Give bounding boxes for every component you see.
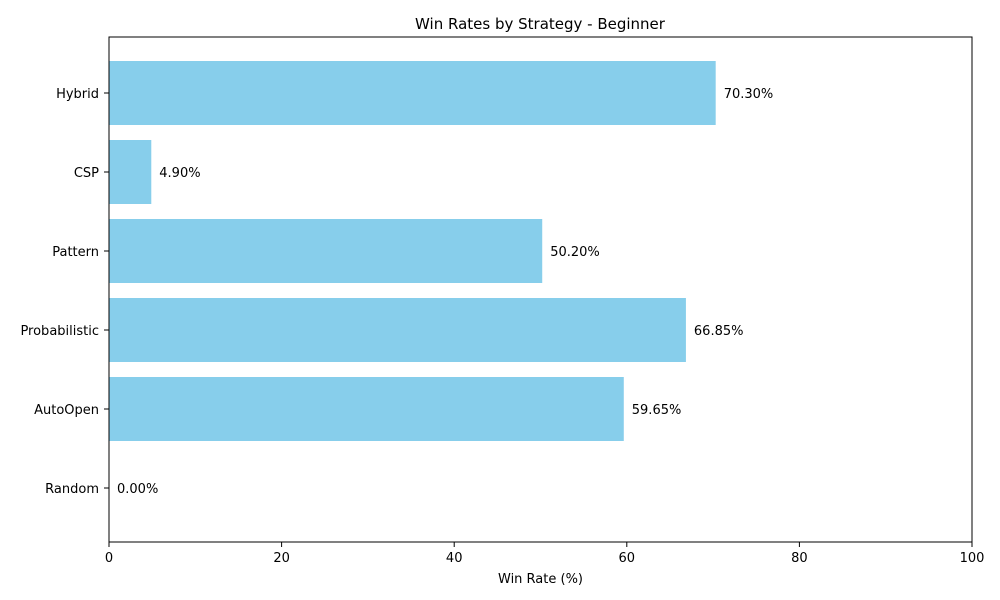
data-label-random: 0.00% bbox=[117, 482, 158, 497]
data-labels-group: 0.00% 59.65% 66.85% 50.20% 4.90% 70.30% bbox=[117, 87, 773, 497]
x-tick-label: 20 bbox=[273, 551, 290, 566]
data-label-probabilistic: 66.85% bbox=[694, 324, 744, 339]
x-tick-label: 0 bbox=[105, 551, 113, 566]
data-label-autoopen: 59.65% bbox=[632, 403, 682, 418]
y-tick-label-hybrid: Hybrid bbox=[56, 87, 99, 102]
y-tick-label-pattern: Pattern bbox=[52, 245, 99, 260]
bar-pattern bbox=[109, 219, 543, 283]
y-tick-label-autoopen: AutoOpen bbox=[34, 403, 99, 418]
x-tick-label: 60 bbox=[619, 551, 636, 566]
x-axis-ticks: 0 20 40 60 80 100 bbox=[105, 542, 985, 566]
y-tick-label-probabilistic: Probabilistic bbox=[20, 324, 99, 339]
x-axis-label: Win Rate (%) bbox=[498, 572, 583, 587]
bar-probabilistic bbox=[109, 298, 686, 362]
bar-hybrid bbox=[109, 61, 716, 125]
data-label-hybrid: 70.30% bbox=[724, 87, 774, 102]
data-label-csp: 4.90% bbox=[159, 166, 200, 181]
data-label-pattern: 50.20% bbox=[550, 245, 600, 260]
y-tick-label-random: Random bbox=[45, 482, 99, 497]
bar-autoopen bbox=[109, 377, 624, 441]
x-tick-label: 100 bbox=[960, 551, 985, 566]
bar-csp bbox=[109, 140, 152, 204]
x-tick-label: 80 bbox=[791, 551, 808, 566]
y-axis-ticks: Random AutoOpen Probabilistic Pattern CSP Hyb… bbox=[20, 87, 109, 497]
chart-title: Win Rates by Strategy - Beginner bbox=[415, 15, 666, 33]
x-tick-label: 40 bbox=[446, 551, 463, 566]
plot-frame bbox=[108, 36, 973, 543]
bars-group bbox=[109, 61, 716, 441]
y-tick-label-csp: CSP bbox=[74, 166, 99, 181]
